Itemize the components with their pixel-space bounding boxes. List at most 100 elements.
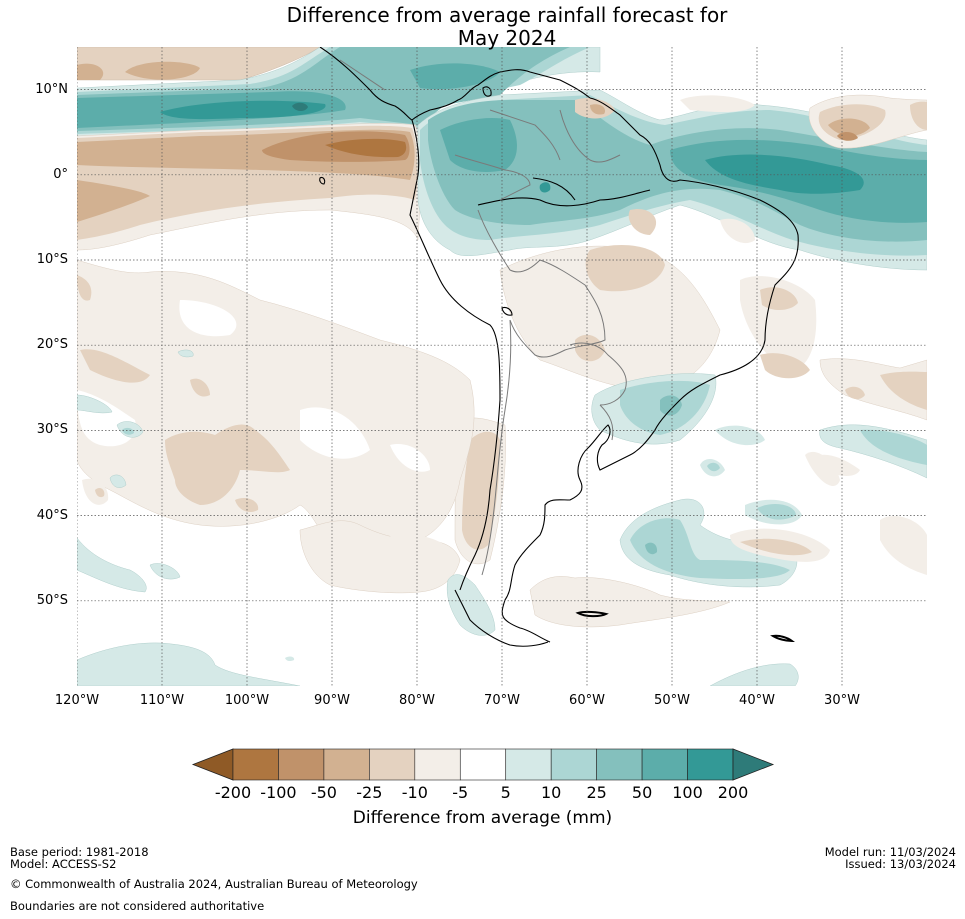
colorbar-bin bbox=[505, 748, 552, 781]
contour-dry-spacific-10b bbox=[235, 498, 259, 512]
contour-dry-guiana-25 bbox=[590, 104, 606, 115]
colorbar-bin bbox=[641, 748, 688, 781]
coastline-south-america bbox=[501, 97, 799, 643]
contour-dry-brazil-10b bbox=[575, 334, 605, 362]
contour-dry-natl-c bbox=[910, 101, 927, 130]
border-peru-brazil bbox=[477, 209, 541, 273]
lat-label: 40°S bbox=[36, 507, 68, 523]
contour-dry-spacific-10d bbox=[190, 378, 210, 397]
border-colombia bbox=[454, 154, 531, 201]
issued-date: Issued: 13/03/2024 bbox=[845, 857, 956, 871]
contour-dry-eatl-5c bbox=[880, 515, 927, 575]
contour-dry-eatl-5d bbox=[810, 454, 860, 476]
contour-wet-itcz-200 bbox=[292, 102, 308, 112]
contour-wet-sp-1 bbox=[77, 394, 113, 414]
coastline-lake-maracaibo bbox=[482, 86, 492, 97]
contour-dry-chile-10 bbox=[462, 431, 500, 550]
coastline-amazon-river bbox=[477, 189, 651, 207]
base-period: Base period: 1981-2018 bbox=[10, 845, 149, 859]
coastline-tierra-del-fuego bbox=[454, 589, 549, 647]
coastline-west-south-america bbox=[409, 119, 501, 591]
colorbar-bin bbox=[323, 748, 370, 781]
contour-dry-eatl-10 bbox=[880, 371, 927, 410]
colorbar-tick-label: 25 bbox=[586, 783, 607, 802]
lat-label: 30°S bbox=[36, 422, 68, 438]
contour-dry-sp-small-10 bbox=[95, 487, 105, 498]
contour-dry-spacific-white-1 bbox=[179, 300, 237, 337]
contour-wet-nsa-100 bbox=[705, 154, 864, 194]
lat-label: 20°S bbox=[36, 337, 68, 353]
colorbar-tick-label: -200 bbox=[214, 783, 252, 802]
lat-label: 10°S bbox=[36, 252, 68, 267]
lon-label: 80°W bbox=[399, 693, 435, 708]
contour-wet-itcz-50b bbox=[410, 63, 500, 90]
border-central-america bbox=[339, 59, 386, 91]
lon-label: 100°W bbox=[224, 693, 270, 708]
contour-dry-eatl-10b bbox=[845, 386, 865, 400]
contour-dry-spacific-10c bbox=[80, 349, 150, 383]
lon-label: 60°W bbox=[569, 693, 605, 708]
contour-dry-spacific-white-3 bbox=[390, 444, 430, 472]
colorbar-tick-label: 50 bbox=[631, 783, 653, 802]
border-layer bbox=[339, 59, 627, 576]
colorbar-extend-high bbox=[732, 748, 775, 781]
map-title: Difference from average rainfall forecas… bbox=[0, 4, 965, 50]
lon-label: 40°W bbox=[739, 693, 775, 708]
gridlines bbox=[77, 47, 927, 686]
contour-wet-sp-3 bbox=[109, 474, 127, 488]
contour-dry-spacific-10e bbox=[77, 275, 92, 301]
contour-dry-brazil-10 bbox=[585, 245, 665, 292]
contour-wet-sp-6 bbox=[177, 349, 194, 358]
colorbar-bin bbox=[459, 748, 507, 781]
colorbar-tick-label: -100 bbox=[260, 783, 297, 802]
contour-wet-natl-10 bbox=[860, 429, 927, 465]
model-name: Model: ACCESS-S2 bbox=[10, 857, 117, 871]
contour-dry-natl-b bbox=[680, 95, 755, 113]
coastline-falklands bbox=[575, 610, 609, 618]
contour-wet-sbrazil-25 bbox=[660, 395, 682, 416]
contour-wet-tdf bbox=[446, 574, 496, 636]
contour-dry-eq-pacific-25b bbox=[77, 180, 150, 222]
contour-wet-itcz-100 bbox=[160, 100, 326, 120]
border-argentina-chile bbox=[481, 319, 512, 576]
contour-dry-sp-east bbox=[380, 534, 445, 562]
contour-dry-natl-25 bbox=[828, 118, 870, 136]
contour-wet-nsa-100b bbox=[539, 182, 551, 193]
colorbar-bin bbox=[232, 748, 279, 781]
title-line-2: May 2024 bbox=[457, 26, 557, 50]
colorbar-bin bbox=[596, 748, 643, 781]
coastline-south-georgia bbox=[770, 634, 796, 643]
border-uruguay bbox=[599, 404, 614, 441]
rainfall-anomaly-map bbox=[77, 47, 927, 686]
contour-wet-sp-4 bbox=[77, 537, 147, 593]
lon-label: 110°W bbox=[139, 693, 185, 708]
contour-dry-spacific-white-2 bbox=[300, 407, 370, 459]
border-paraguay bbox=[569, 342, 627, 406]
colorbar-extend-low bbox=[191, 748, 234, 781]
colorbar-tick-label: 100 bbox=[672, 783, 703, 802]
contour-wet-nsa-50 bbox=[440, 118, 517, 172]
colorbar-tick-label: 5 bbox=[500, 783, 511, 802]
contour-layer bbox=[77, 47, 927, 686]
contour-dry-brazil-10c bbox=[628, 209, 657, 235]
contour-wet-satl-25 bbox=[645, 542, 658, 555]
contour-wet-nsa-25 bbox=[428, 100, 927, 242]
coastline-amazon-river2 bbox=[532, 177, 576, 201]
contour-wet-sp-bottom bbox=[77, 642, 301, 686]
contour-wet-satl-10 bbox=[630, 518, 790, 580]
colorbar-label: Difference from average (mm) bbox=[352, 808, 613, 828]
colorbar-tick-label: -50 bbox=[310, 783, 337, 802]
contour-wet-sp-small-7 bbox=[285, 656, 295, 662]
lon-label: 120°W bbox=[54, 693, 100, 708]
contour-dry-north-pacific-inner2 bbox=[125, 61, 200, 80]
contour-dry-satl-10b bbox=[740, 538, 812, 556]
contour-wet-satl-bottom bbox=[709, 663, 799, 686]
coastline-layer bbox=[319, 47, 799, 647]
lon-label: 90°W bbox=[314, 693, 350, 708]
colorbar bbox=[191, 748, 775, 781]
contour-wet-sp-2b bbox=[122, 427, 134, 435]
colorbar-bin bbox=[550, 748, 597, 781]
contour-dry-north-pacific-inner bbox=[77, 63, 104, 80]
lat-label: 0° bbox=[53, 166, 68, 182]
lat-label: 10°N bbox=[35, 81, 68, 97]
